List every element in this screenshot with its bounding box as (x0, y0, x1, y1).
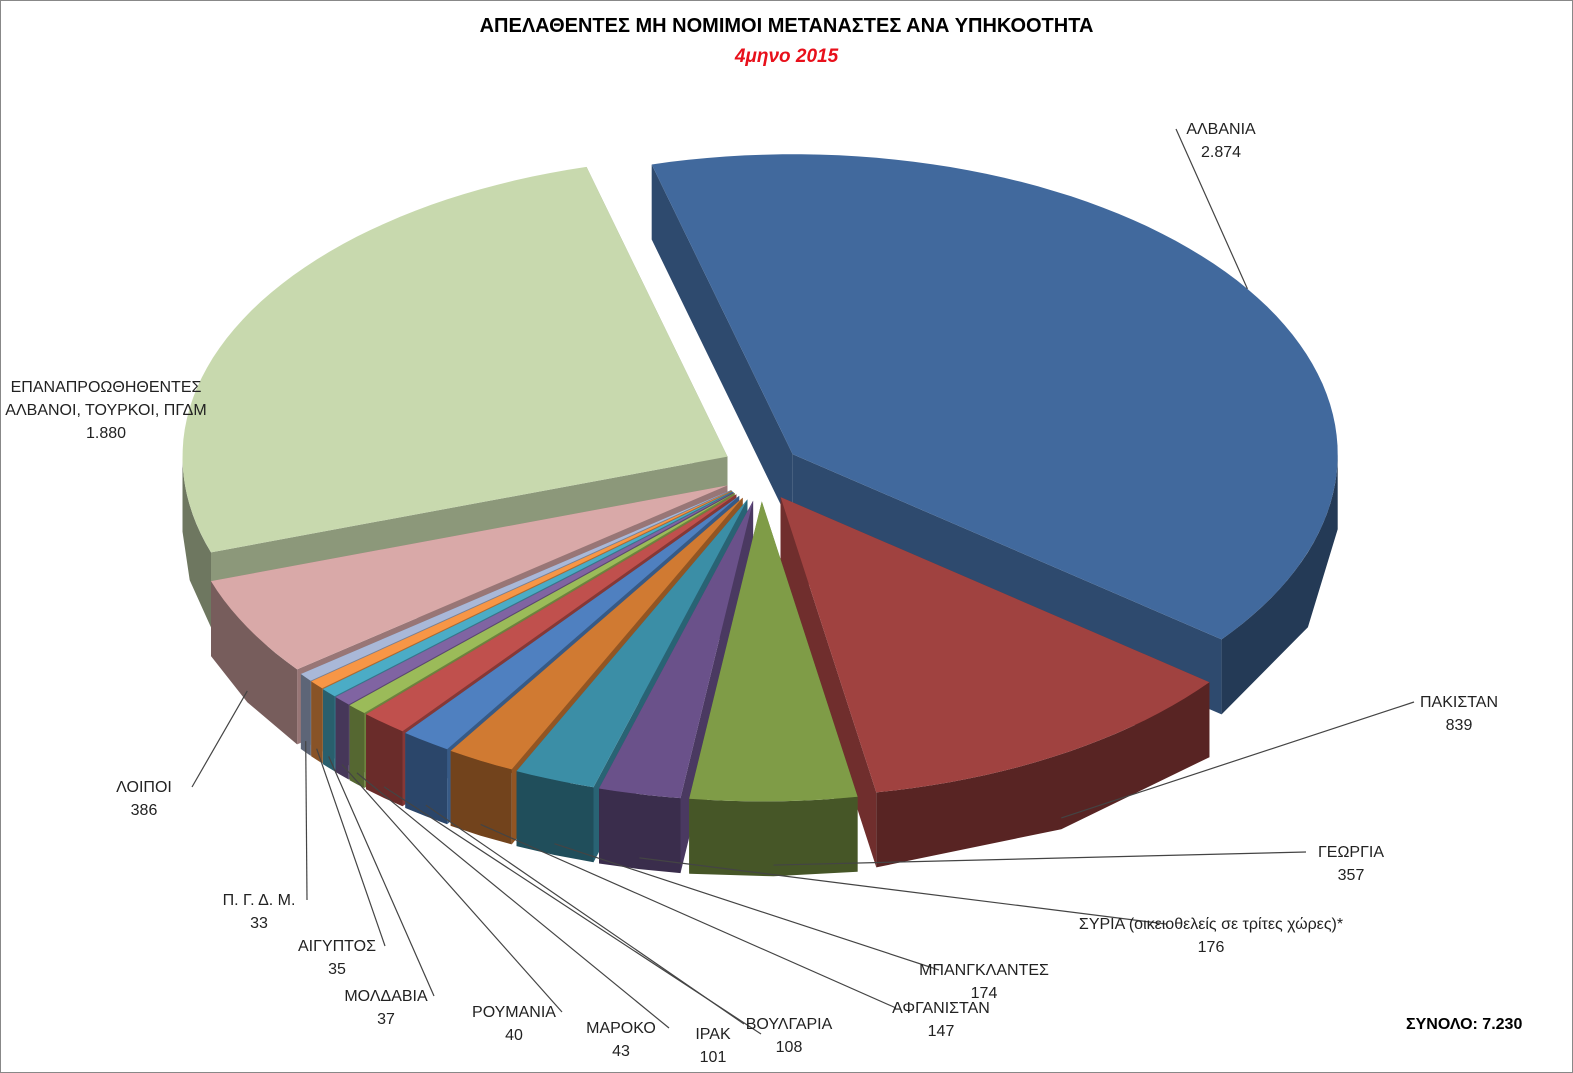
data-label-value: 839 (1445, 717, 1473, 734)
data-label-name: ΜΟΛΔΑΒΙΑ (344, 988, 428, 1005)
data-label-name: ΓΕΩΡΓΙΑ (1317, 844, 1385, 861)
data-label-name: ΙΡΑΚ (695, 1026, 731, 1043)
leader-line (328, 756, 435, 997)
slice-cut-face (651, 164, 793, 530)
data-label: ΠΑΚΙΣΤΑΝ 839 (1420, 691, 1498, 737)
slice (689, 501, 858, 802)
data-label-value: 174 (970, 985, 998, 1002)
slice-side (182, 456, 211, 628)
leader-line (191, 690, 248, 788)
slice-side (366, 714, 403, 807)
data-label-value: 101 (699, 1049, 727, 1066)
slice (599, 500, 754, 799)
data-label-value: 33 (250, 915, 268, 932)
slice (349, 492, 735, 713)
slice (516, 499, 748, 788)
data-label: ΑΙΓΥΠΤΟΣ 35 (298, 935, 376, 981)
leader-line (356, 772, 670, 1029)
chart-title: ΑΠΕΛΑΘΕΝΤΕΣ ΜΗ ΝΟΜΙΜΟΙ ΜΕΤΑΝΑΣΤΕΣ ΑΝΑ ΥΠ… (479, 15, 1094, 37)
data-label-name: ΠΑΚΙΣΤΑΝ (1419, 694, 1499, 711)
slice (780, 497, 1210, 793)
data-label-name: ΑΙΓΥΠΤΟΣ (298, 938, 376, 955)
data-label: ΕΠΑΝΑΠΡΟΩΘΗΘΕΝΤΕΣ ΑΛΒΑΝΟΙ, ΤΟΥΡΚΟΙ, ΠΓΔΜ… (1, 376, 211, 445)
data-label-name: Π. Γ. Δ. Μ. (222, 892, 296, 909)
total-label: ΣΥΝΟΛΟ: 7.230 (1406, 1016, 1523, 1033)
data-label: Π. Γ. Δ. Μ. 33 (223, 889, 296, 935)
slice-side (300, 674, 311, 756)
data-label: ΙΡΑΚ 101 (695, 1023, 730, 1069)
data-label-value: 1.880 (85, 425, 127, 442)
leader-line (305, 741, 308, 901)
data-label: ΜΠΑΝΓΚΛΑΝΤΕΣ 174 (919, 959, 1049, 1005)
slice-side (311, 681, 323, 764)
data-label-value: 43 (612, 1043, 630, 1060)
data-label-value: 40 (505, 1027, 523, 1044)
data-label-name: ΕΠΑΝΑΠΡΟΩΘΗΘΕΝΤΕΣ ΑΛΒΑΝΟΙ, ΤΟΥΡΚΟΙ, ΠΓΔΜ (5, 379, 207, 419)
data-label-name: ΒΟΥΛΓΑΡΙΑ (745, 1016, 833, 1033)
slice (651, 154, 1338, 640)
slice-cut-face (780, 497, 877, 868)
slice-side (322, 689, 335, 772)
slice (335, 492, 734, 705)
data-label: ΑΦΓΑΝΙΣΤΑΝ 147 (892, 997, 990, 1043)
data-label-value: 37 (377, 1011, 395, 1028)
data-label-name: ΑΦΓΑΝΙΣΤΑΝ (892, 1000, 990, 1017)
slice-side (516, 771, 594, 863)
chart-subtitle: 4μηνο 2015 (734, 46, 839, 67)
leader-line (639, 857, 1167, 925)
data-label-value: 176 (1197, 939, 1225, 956)
slice (211, 485, 728, 670)
leader-line (1061, 701, 1415, 819)
data-label-name: ΣΥΡΙΑ (οικειοθελείς σε τρίτες χώρες)* (1078, 916, 1344, 933)
data-label-value: 108 (775, 1039, 803, 1056)
data-label-value: 357 (1337, 867, 1365, 884)
data-label: ΜΑΡΟΚΟ 43 (586, 1017, 656, 1063)
leader-line (1175, 128, 1248, 290)
data-label: ΣΥΡΙΑ (οικειοθελείς σε τρίτες χώρες)* 176 (1079, 913, 1343, 959)
slice (450, 497, 743, 770)
slice-side (876, 682, 1210, 868)
data-label: ΓΕΩΡΓΙΑ 357 (1318, 841, 1384, 887)
data-label-value: 2.874 (1200, 144, 1242, 161)
leader-line (773, 851, 1307, 866)
data-label: ΜΟΛΔΑΒΙΑ 37 (344, 985, 427, 1031)
data-label-value: 147 (927, 1023, 955, 1040)
slice-side (689, 796, 858, 877)
data-label-name: ΛΟΙΠΟΙ (116, 779, 172, 796)
slice-side (1221, 454, 1338, 715)
leader-line (316, 748, 386, 947)
data-label-name: ΜΠΑΝΓΚΛΑΝΤΕΣ (919, 962, 1049, 979)
data-label: ΒΟΥΛΓΑΡΙΑ 108 (746, 1013, 833, 1059)
data-label: ΡΟΥΜΑΝΙΑ 40 (472, 1001, 556, 1047)
slice (182, 166, 728, 553)
slice (405, 495, 740, 750)
leader-line (341, 764, 563, 1013)
slice-side (405, 733, 448, 825)
leader-line (554, 843, 940, 971)
slice-side (349, 705, 365, 788)
slice (300, 490, 732, 681)
data-label-name: ΡΟΥΜΑΝΙΑ (472, 1004, 556, 1021)
leader-line (383, 786, 762, 1035)
slice (366, 494, 737, 732)
slice-side (335, 697, 349, 780)
data-label-value: 386 (130, 802, 158, 819)
data-label-value: 35 (328, 961, 346, 978)
data-label: ΑΛΒΑΝΙΑ 2.874 (1186, 118, 1255, 164)
slice-side (599, 788, 681, 874)
slice (311, 490, 732, 689)
data-label-name: ΜΑΡΟΚΟ (586, 1020, 656, 1037)
slice (322, 491, 733, 697)
slice-side (450, 750, 512, 845)
data-label-name: ΑΛΒΑΝΙΑ (1186, 121, 1256, 138)
slice-side (211, 581, 298, 745)
leader-line (480, 823, 897, 1009)
data-label: ΛΟΙΠΟΙ 386 (116, 776, 172, 822)
